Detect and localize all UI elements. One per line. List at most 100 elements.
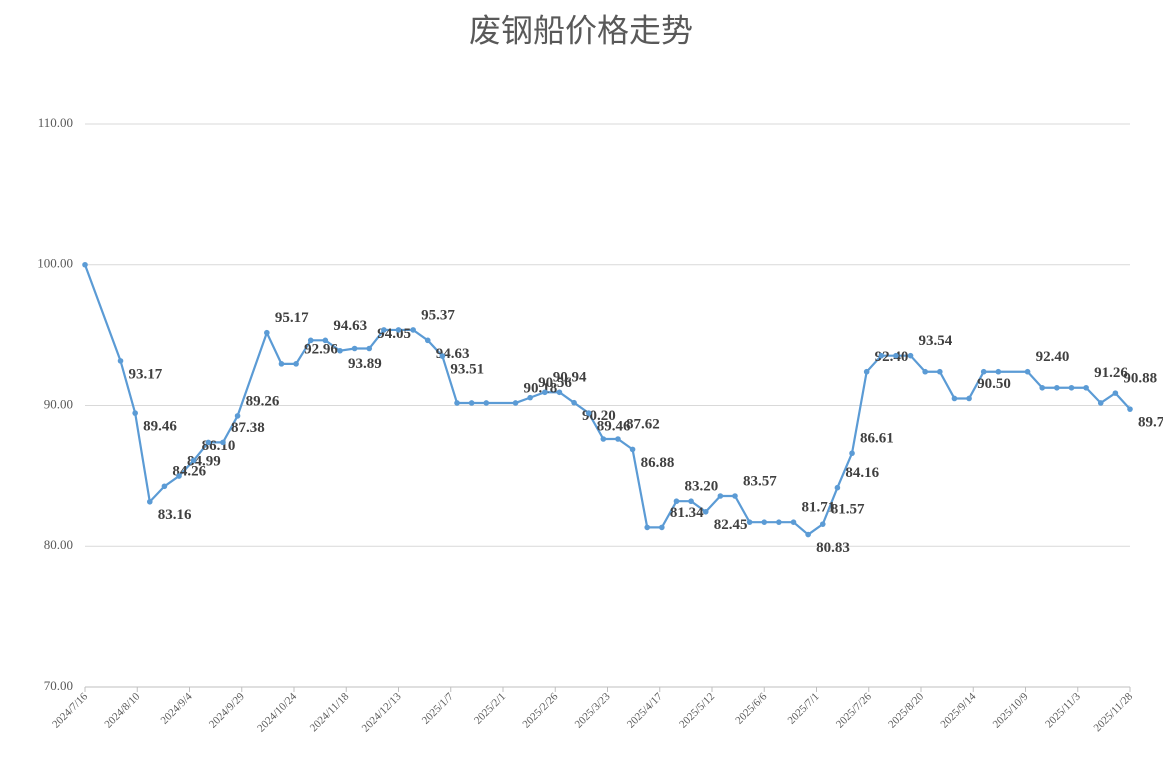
data-point bbox=[278, 361, 285, 367]
data-label: 81.57 bbox=[831, 502, 865, 518]
data-point bbox=[732, 493, 738, 499]
data-point bbox=[629, 446, 636, 453]
data-point bbox=[366, 345, 373, 352]
data-point bbox=[322, 337, 329, 344]
data-label: 90.88 bbox=[1123, 371, 1157, 387]
x-tick-label: 2025/4/17 bbox=[625, 690, 665, 730]
data-point bbox=[951, 395, 958, 402]
data-point bbox=[922, 368, 928, 375]
data-label: 91.26 bbox=[1094, 365, 1128, 381]
data-point bbox=[966, 395, 972, 402]
data-point bbox=[761, 519, 768, 525]
series-line bbox=[83, 264, 1131, 536]
y-tick-label: 70.00 bbox=[44, 678, 73, 693]
data-point bbox=[439, 353, 446, 359]
data-point bbox=[1039, 384, 1046, 391]
data-label: 83.20 bbox=[684, 479, 718, 495]
data-point bbox=[424, 337, 431, 344]
data-point bbox=[600, 436, 607, 442]
x-tick-label: 2025/6/6 bbox=[733, 690, 769, 726]
data-label: 93.51 bbox=[450, 362, 484, 378]
data-point bbox=[1024, 368, 1031, 375]
data-point bbox=[1097, 400, 1104, 406]
data-point bbox=[980, 368, 987, 375]
data-point bbox=[615, 436, 621, 442]
data-point bbox=[819, 521, 826, 527]
data-point bbox=[878, 352, 885, 359]
data-label: 89.74 bbox=[1138, 415, 1163, 431]
data-point bbox=[1068, 384, 1075, 391]
data-point bbox=[176, 473, 182, 479]
x-tick-label: 2024/12/13 bbox=[360, 690, 404, 734]
x-tick-label: 2025/7/26 bbox=[834, 690, 874, 730]
data-point bbox=[512, 400, 519, 406]
data-point bbox=[483, 400, 490, 406]
x-tick-label: 2025/1/7 bbox=[420, 690, 456, 726]
data-point bbox=[1112, 390, 1119, 396]
data-label: 84.16 bbox=[845, 465, 879, 481]
data-label: 86.61 bbox=[860, 431, 894, 447]
x-tick-label: 2025/2/1 bbox=[472, 691, 508, 727]
data-point bbox=[82, 261, 88, 268]
data-point bbox=[893, 352, 899, 359]
data-point bbox=[585, 410, 592, 416]
data-point bbox=[673, 498, 680, 505]
data-label: 90.50 bbox=[977, 376, 1011, 392]
data-point bbox=[161, 483, 168, 490]
data-label: 94.63 bbox=[333, 318, 367, 334]
data-label: 95.37 bbox=[421, 307, 455, 323]
x-tick-label: 2025/11/28 bbox=[1091, 690, 1135, 734]
data-label: 83.57 bbox=[743, 473, 777, 489]
data-label: 83.16 bbox=[158, 507, 192, 523]
data-label: 90.18 bbox=[524, 380, 558, 396]
x-tick-label: 2025/2/26 bbox=[520, 690, 560, 730]
x-tick-label: 2024/7/16 bbox=[50, 690, 90, 730]
data-label: 92.40 bbox=[1036, 349, 1070, 365]
data-point bbox=[293, 361, 299, 367]
y-tick-label: 80.00 bbox=[44, 537, 73, 552]
y-tick-label: 90.00 bbox=[44, 396, 73, 411]
data-point bbox=[468, 400, 475, 406]
data-label: 92.96 bbox=[304, 341, 338, 357]
data-point bbox=[688, 498, 694, 505]
data-label: 81.71 bbox=[802, 500, 836, 516]
data-point bbox=[234, 413, 241, 419]
data-point bbox=[717, 493, 724, 499]
x-tick-label: 2024/8/10 bbox=[102, 690, 142, 730]
x-tick-label: 2025/11/3 bbox=[1043, 690, 1083, 730]
x-tick-label: 2025/9/14 bbox=[938, 690, 978, 730]
data-label: 86.88 bbox=[641, 455, 675, 471]
data-point bbox=[190, 457, 197, 464]
x-tick-label: 2024/9/29 bbox=[207, 690, 247, 730]
data-label: 94.63 bbox=[436, 346, 470, 362]
data-point bbox=[205, 439, 212, 446]
data-point bbox=[337, 347, 343, 354]
x-tick-label: 2024/11/18 bbox=[308, 690, 352, 734]
data-point bbox=[395, 327, 402, 333]
x-tick-label: 2024/10/24 bbox=[255, 690, 299, 734]
data-label: 90.94 bbox=[553, 370, 587, 386]
data-point bbox=[834, 484, 841, 491]
data-point bbox=[1083, 384, 1089, 391]
data-point bbox=[1127, 406, 1133, 412]
y-tick-label: 110.00 bbox=[38, 115, 73, 130]
data-label: 93.17 bbox=[129, 366, 163, 382]
data-point bbox=[220, 439, 226, 446]
data-point bbox=[527, 394, 533, 401]
data-point bbox=[556, 389, 563, 396]
data-point bbox=[849, 450, 855, 457]
data-label: 82.45 bbox=[714, 517, 748, 533]
x-tick-label: 2024/9/4 bbox=[158, 690, 194, 726]
data-point bbox=[381, 327, 387, 333]
data-point bbox=[907, 352, 914, 359]
data-point bbox=[307, 337, 314, 344]
data-label: 95.17 bbox=[275, 310, 309, 326]
data-label: 89.26 bbox=[246, 393, 280, 409]
data-point bbox=[117, 358, 124, 364]
data-label: 93.89 bbox=[348, 356, 382, 372]
data-point bbox=[264, 329, 270, 336]
x-tick-label: 2025/5/12 bbox=[677, 691, 717, 731]
data-label: 92.40 bbox=[875, 349, 909, 365]
data-point bbox=[776, 519, 782, 525]
